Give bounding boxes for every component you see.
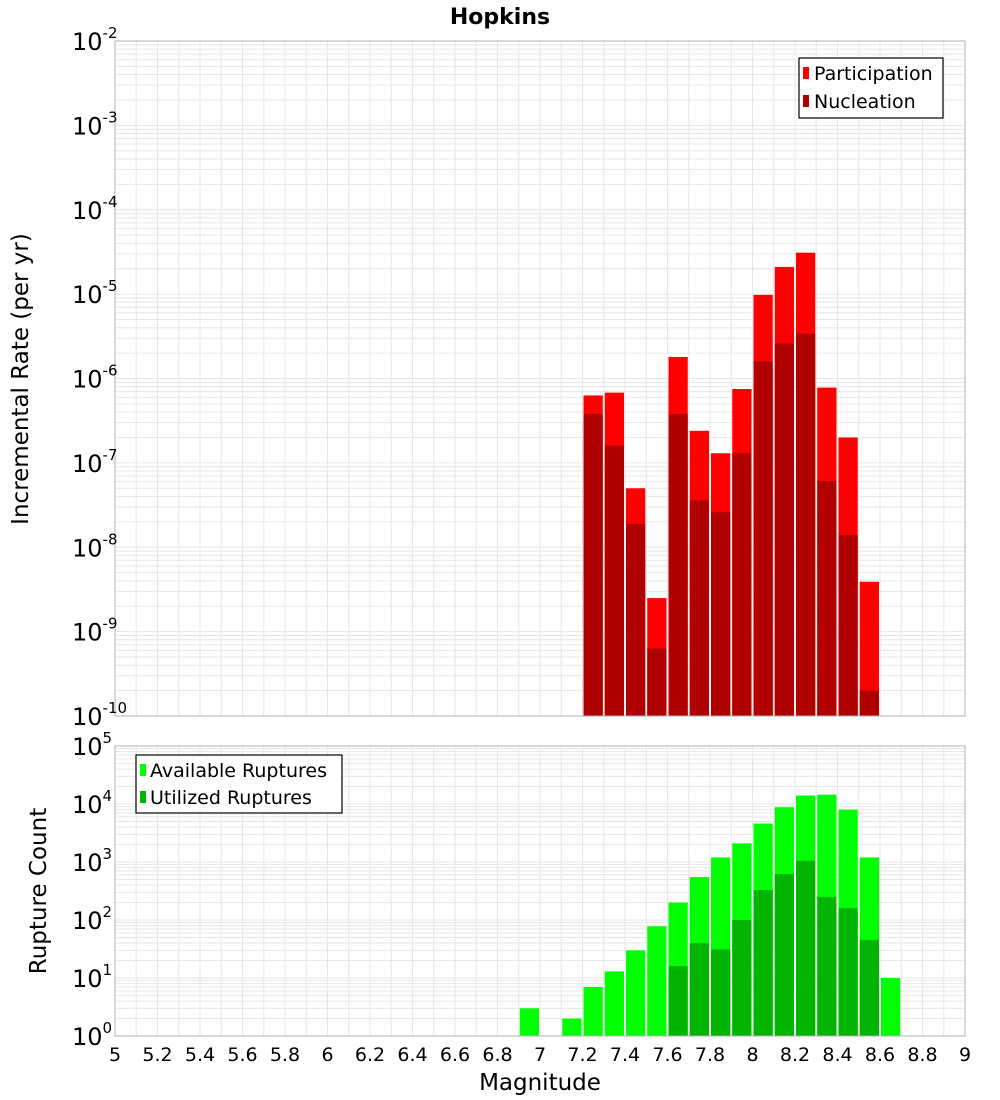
rate-legend-box <box>798 57 944 119</box>
rate-bar-nucleation <box>626 523 646 716</box>
rate-bar-nucleation <box>838 534 858 716</box>
count-panel-bars <box>519 794 901 1036</box>
rate-bar-nucleation <box>689 500 709 716</box>
x-tick-label: 7 <box>534 1044 546 1066</box>
count-bar-available-ruptures <box>647 926 667 1036</box>
x-tick-label: 6.6 <box>440 1044 470 1066</box>
rate-panel: 10-10 10-9 10-8 10-7 10-6 10-5 10-4 10-3 10-2 In… <box>8 24 966 731</box>
count-bar-utilized-ruptures <box>668 966 688 1036</box>
x-tick-label: 7.4 <box>610 1044 640 1066</box>
x-tick-label: 7.2 <box>567 1044 597 1066</box>
legend-label-available: Available Ruptures <box>150 760 327 782</box>
count-panel-frame <box>114 745 966 1037</box>
chart-title: Hopkins <box>450 5 550 30</box>
count-bar-available-ruptures <box>881 978 901 1036</box>
count-panel: 100 101 102 103 104 105 Rupture Count Availab… <box>26 729 966 1051</box>
rate-y-tick-label: 10-9 <box>72 615 118 647</box>
x-tick-label: 6.8 <box>482 1044 512 1066</box>
x-tick-label: 5 <box>109 1044 121 1066</box>
rate-y-tick-label: 10-8 <box>72 530 118 562</box>
x-tick-label: 8.4 <box>822 1044 852 1066</box>
count-y-axis-title: Rupture Count <box>26 808 52 974</box>
legend-swatch-available <box>140 764 146 776</box>
rate-bar-nucleation <box>817 480 837 716</box>
rate-y-tick-label: 10-4 <box>72 193 118 225</box>
rate-bar-nucleation <box>583 413 603 716</box>
x-tick-label: 8.8 <box>907 1044 937 1066</box>
count-y-tick-label: 104 <box>72 787 112 819</box>
count-legend-box <box>135 754 343 814</box>
count-bar-utilized-ruptures <box>838 908 858 1036</box>
rate-panel-bars <box>583 252 879 716</box>
x-tick-label: 5.6 <box>227 1044 257 1066</box>
rate-panel-y-ticks: 10-10 10-9 10-8 10-7 10-6 10-5 10-4 10-3 10-2 <box>72 24 127 731</box>
count-bar-available-ruptures <box>519 1008 539 1036</box>
rate-bar-nucleation <box>668 413 688 716</box>
x-tick-label: 6.4 <box>397 1044 427 1066</box>
rate-bar-nucleation <box>859 690 879 716</box>
x-axis-title: Magnitude <box>479 1070 601 1096</box>
x-tick-label: 7.6 <box>652 1044 682 1066</box>
count-y-tick-label: 100 <box>72 1019 112 1051</box>
rate-y-tick-label: 10-7 <box>72 446 118 478</box>
rate-y-tick-label: 10-3 <box>72 108 118 140</box>
count-bar-utilized-ruptures <box>859 940 879 1036</box>
x-tick-label: 8.6 <box>865 1044 895 1066</box>
count-bar-utilized-ruptures <box>732 920 752 1036</box>
rate-bar-nucleation <box>604 445 624 716</box>
x-tick-label: 5.2 <box>142 1044 172 1066</box>
count-y-tick-label: 101 <box>72 961 112 993</box>
x-tick-label: 8 <box>746 1044 758 1066</box>
count-panel-grid <box>114 746 966 1037</box>
rate-y-tick-label: 10-6 <box>72 362 118 394</box>
legend-swatch-participation <box>803 67 809 79</box>
count-bar-utilized-ruptures <box>711 949 731 1036</box>
count-bar-utilized-ruptures <box>774 874 794 1036</box>
count-legend: Available Ruptures Utilized Ruptures <box>135 754 343 814</box>
count-panel-y-ticks: 100 101 102 103 104 105 <box>72 729 112 1051</box>
rate-y-axis-title: Incremental Rate (per yr) <box>8 233 34 525</box>
count-bar-utilized-ruptures <box>753 889 773 1036</box>
count-bar-utilized-ruptures <box>796 860 816 1036</box>
legend-label-nucleation: Nucleation <box>814 91 916 113</box>
legend-label-utilized: Utilized Ruptures <box>150 787 312 809</box>
rate-legend: Participation Nucleation <box>798 57 944 119</box>
rate-panel-frame <box>114 40 966 717</box>
rate-panel-grid <box>114 41 966 717</box>
x-tick-label: 9 <box>959 1044 971 1066</box>
count-y-tick-label: 102 <box>72 903 112 935</box>
legend-swatch-utilized <box>140 791 146 803</box>
rate-bar-nucleation <box>732 453 752 716</box>
count-y-tick-label: 103 <box>72 845 112 877</box>
rate-bar-nucleation <box>753 361 773 716</box>
rate-bar-nucleation <box>711 512 731 716</box>
x-tick-label: 6.2 <box>355 1044 385 1066</box>
x-tick-label: 5.4 <box>185 1044 215 1066</box>
rate-y-tick-label: 10-10 <box>72 699 127 731</box>
count-y-tick-label: 105 <box>72 729 112 761</box>
count-bar-available-ruptures <box>583 986 603 1036</box>
x-axis-ticks: 5 5.2 5.4 5.6 5.8 6 6.2 6.4 6.6 6.8 7 7.2 7.4 7.6 7.8 8… <box>109 1044 971 1066</box>
count-bar-utilized-ruptures <box>689 943 709 1036</box>
rate-bar-nucleation <box>796 333 816 716</box>
count-bar-utilized-ruptures <box>817 896 837 1036</box>
legend-swatch-nucleation <box>803 95 809 107</box>
count-bar-available-ruptures <box>604 971 624 1036</box>
legend-label-participation: Participation <box>814 63 933 85</box>
count-bar-available-ruptures <box>562 1018 582 1036</box>
rate-bar-nucleation <box>774 343 794 716</box>
x-tick-label: 8.2 <box>780 1044 810 1066</box>
rate-bar-nucleation <box>647 648 667 716</box>
rate-y-tick-label: 10-2 <box>72 24 118 56</box>
x-tick-label: 6 <box>321 1044 333 1066</box>
rate-bar-participation <box>859 581 879 716</box>
x-tick-label: 7.8 <box>695 1044 725 1066</box>
count-bar-available-ruptures <box>626 950 646 1036</box>
x-tick-label: 5.8 <box>270 1044 300 1066</box>
rate-y-tick-label: 10-5 <box>72 277 118 309</box>
